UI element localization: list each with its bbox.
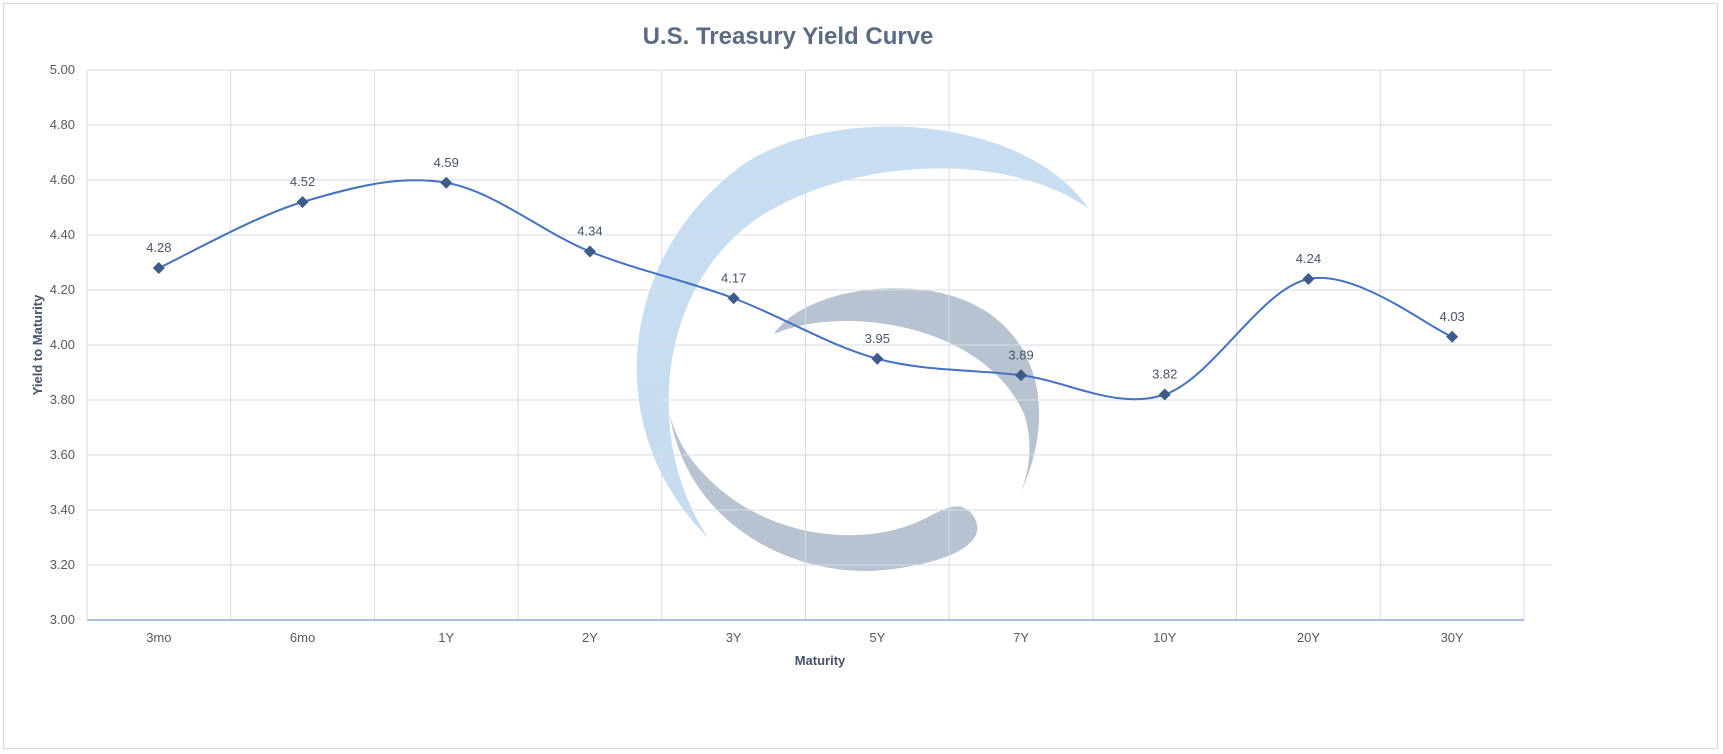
x-axis-title: Maturity <box>795 653 846 668</box>
x-tick-label: 7Y <box>1013 630 1029 645</box>
y-tick-label: 3.20 <box>50 557 75 572</box>
data-label: 3.89 <box>1008 347 1033 362</box>
data-label: 4.24 <box>1296 251 1321 266</box>
x-tick-label: 2Y <box>582 630 598 645</box>
chart-frame: 3.00 3.20 3.40 3.60 3.80 4.00 4.20 4.40 4.60 4.80… <box>3 3 1718 749</box>
x-tick-label: 30Y <box>1441 630 1464 645</box>
data-label: 4.03 <box>1439 309 1464 324</box>
y-tick-label: 5.00 <box>50 62 75 77</box>
y-tick-label: 3.80 <box>50 392 75 407</box>
data-label: 4.34 <box>577 224 602 239</box>
data-point-marker <box>152 262 165 274</box>
x-tick-label: 6mo <box>290 630 315 645</box>
y-tick-label: 4.80 <box>50 117 75 132</box>
data-point-marker <box>1302 273 1315 285</box>
data-point-marker <box>440 176 453 189</box>
y-tick-label: 4.40 <box>50 227 75 242</box>
data-point-marker <box>1015 369 1028 382</box>
data-point-marker <box>727 292 740 305</box>
x-tick-label: 5Y <box>869 630 885 645</box>
data-label: 4.28 <box>146 240 171 255</box>
watermark-gray-arc <box>669 409 978 571</box>
axes <box>86 70 1524 621</box>
data-label: 3.82 <box>1152 367 1177 382</box>
data-point-marker <box>871 352 884 365</box>
x-tick-label: 3Y <box>726 630 742 645</box>
series-line <box>158 179 1453 401</box>
x-axis-ticks: 3mo 6mo 1Y 2Y 3Y 5Y 7Y 10Y 20Y 30Y <box>146 630 1464 645</box>
y-tick-label: 3.60 <box>50 447 75 462</box>
data-point-marker <box>1446 330 1459 343</box>
y-axis-title: Yield to Maturity <box>30 294 45 395</box>
data-label: 4.17 <box>721 270 746 285</box>
watermark-blue-swoosh <box>636 126 1089 539</box>
data-point-marker <box>1158 388 1171 401</box>
data-point-marker <box>583 245 596 258</box>
data-label: 4.59 <box>434 155 459 170</box>
x-tick-label: 1Y <box>438 630 454 645</box>
x-tick-label: 3mo <box>146 630 171 645</box>
y-tick-label: 3.40 <box>50 502 75 517</box>
data-label: 3.95 <box>865 331 890 346</box>
chart-title: U.S. Treasury Yield Curve <box>643 23 934 50</box>
y-tick-label: 3.00 <box>50 612 75 627</box>
x-tick-label: 20Y <box>1297 630 1320 645</box>
data-markers <box>152 176 1459 401</box>
yield-curve-chart: 3.00 3.20 3.40 3.60 3.80 4.00 4.20 4.40 4.60 4.80… <box>30 23 1552 668</box>
data-label: 4.52 <box>290 174 315 189</box>
y-tick-label: 4.00 <box>50 337 75 352</box>
watermark-logo <box>636 126 1089 571</box>
y-tick-label: 4.20 <box>50 282 75 297</box>
y-axis-ticks: 3.00 3.20 3.40 3.60 3.80 4.00 4.20 4.40 4.60 4.80… <box>50 62 75 627</box>
watermark-gray-swoosh <box>774 288 1040 496</box>
data-point-marker <box>296 196 309 208</box>
y-tick-label: 4.60 <box>50 172 75 187</box>
x-tick-label: 10Y <box>1153 630 1176 645</box>
data-labels: 4.28 4.52 4.59 4.34 4.17 3.95 3.89 3.82 4.24 4.03 <box>146 155 1465 382</box>
